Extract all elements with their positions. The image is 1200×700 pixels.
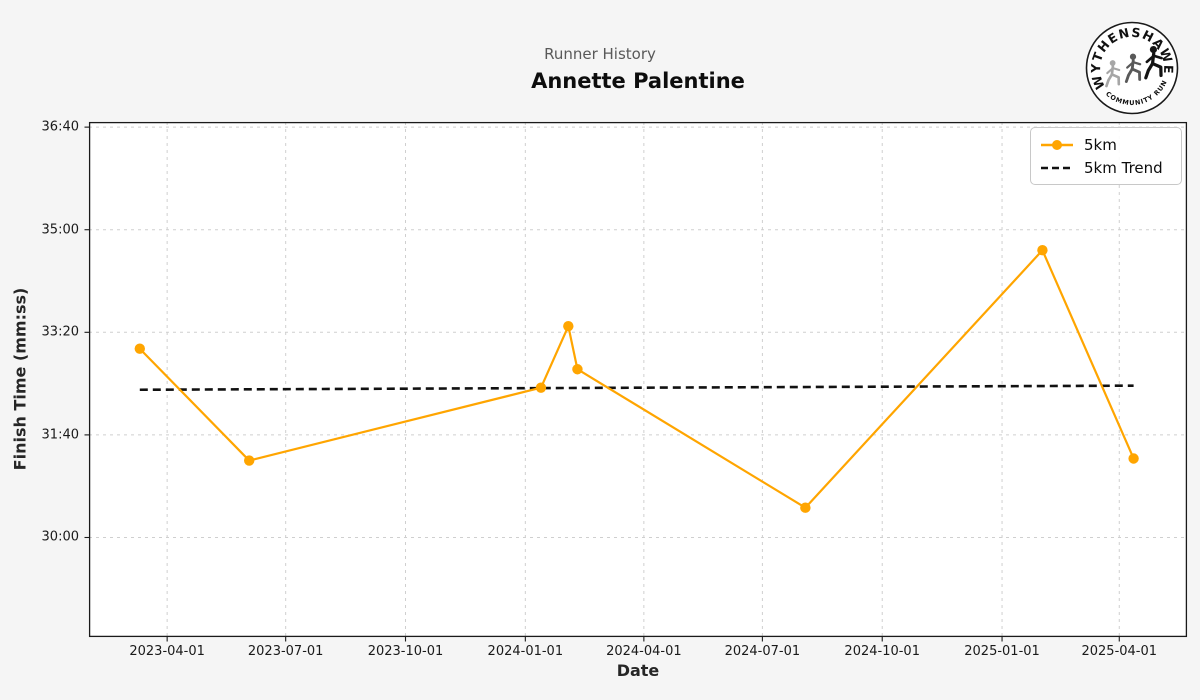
x-tick-label: 2025-04-01 [1081, 644, 1158, 659]
chart-suptitle: Runner History [544, 45, 656, 63]
x-tick-label: 2024-07-01 [724, 644, 801, 659]
x-tick-label: 2024-01-01 [487, 644, 564, 659]
legend-label: 5km Trend [1084, 158, 1163, 177]
legend-item-5km-trend: 5km Trend [1039, 156, 1173, 179]
runner-name-title: Annette Palentine [531, 69, 745, 93]
y-tick-label: 30:00 [41, 529, 79, 545]
chart-canvas [84, 121, 1188, 642]
x-tick-label: 2023-04-01 [129, 644, 205, 659]
x-tick-label: 2024-10-01 [844, 644, 920, 659]
y-tick-label: 31:40 [41, 427, 79, 443]
y-tick-label: 35:00 [41, 222, 79, 238]
x-tick-label: 2024-04-01 [606, 644, 682, 659]
legend-dashed-line-icon [1039, 159, 1075, 177]
x-tick-label: 2025-01-01 [964, 644, 1040, 659]
x-tick-label: 2023-10-01 [367, 644, 444, 659]
y-tick-label: 36:40 [41, 119, 79, 135]
x-axis-label: Date [616, 661, 660, 680]
legend-item-5km: 5km [1039, 133, 1173, 156]
wythenshawe-community-run-logo: WYTHENSHAWE COMMUNITY RUN [1084, 20, 1179, 115]
y-axis-label: Finish Time (mm:ss) [10, 287, 30, 471]
chart-plot-area: 2023-04-01 2023-07-01 2023-10-01 2024-01-01… [42, 120, 1188, 659]
y-tick-label: 33:20 [41, 324, 79, 340]
legend-label: 5km [1084, 135, 1117, 154]
chart-legend: 5km 5km Trend [1030, 127, 1182, 185]
legend-line-marker-icon [1039, 136, 1075, 154]
x-tick-label: 2023-07-01 [247, 644, 324, 659]
